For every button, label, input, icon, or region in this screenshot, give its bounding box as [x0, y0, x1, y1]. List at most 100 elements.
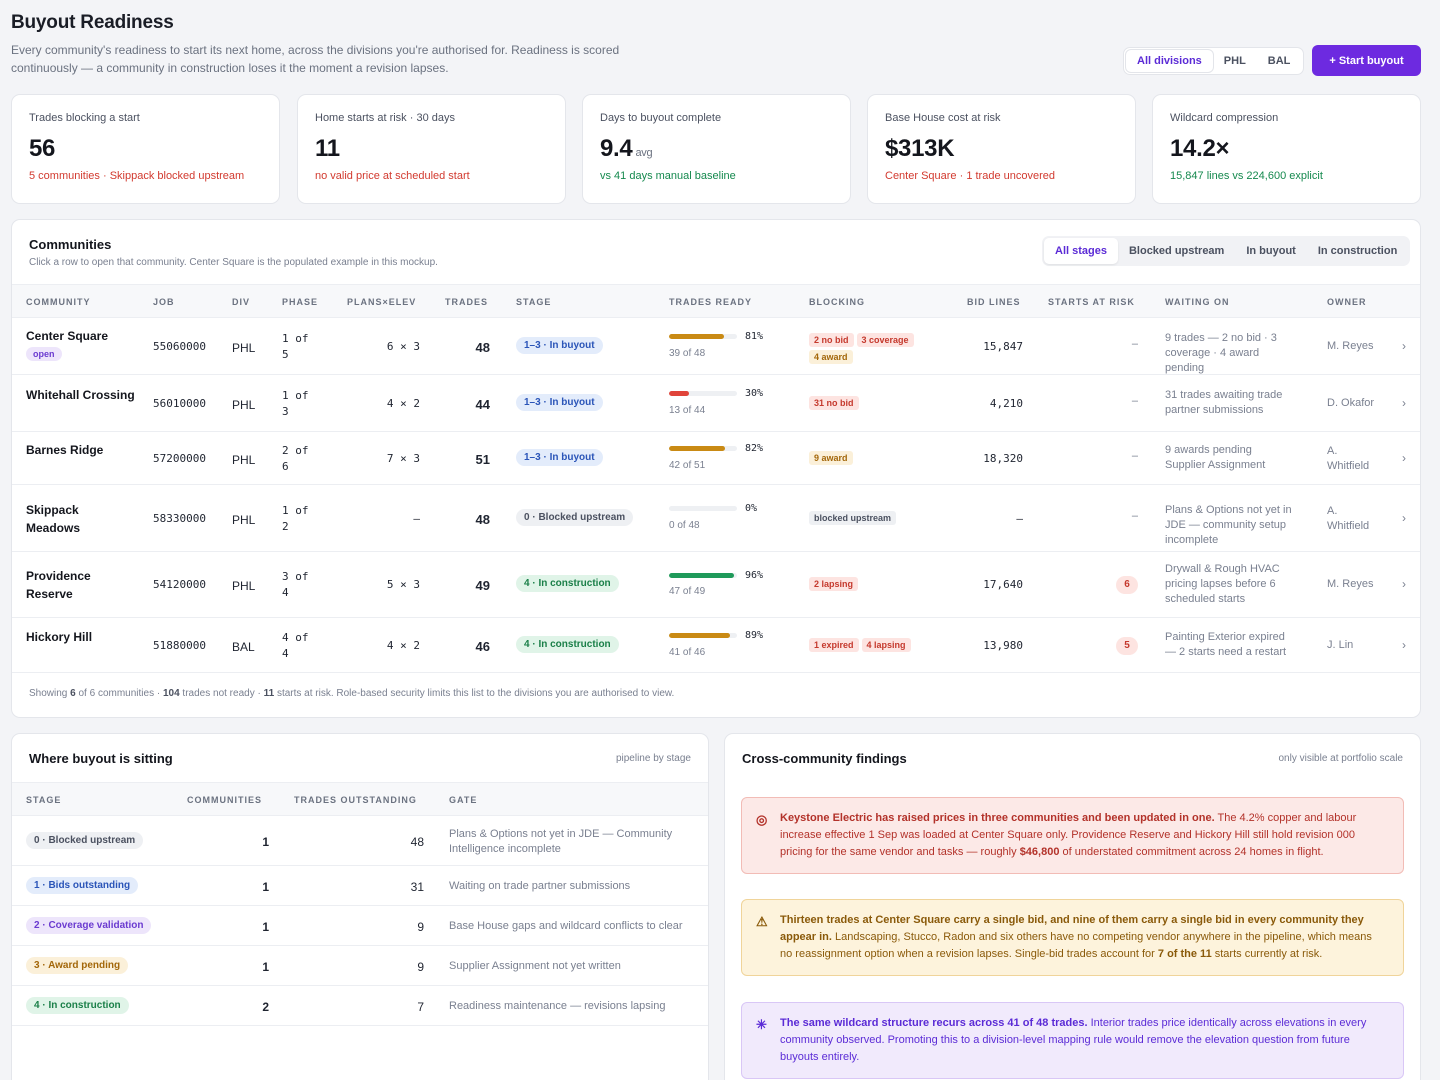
- finding-amber: ⚠ Thirteen trades at Center Square carry …: [741, 899, 1404, 976]
- trades-ready-cell: 0% 0 of 48: [669, 503, 779, 533]
- communities-subtitle: Click a row to open that community. Cent…: [29, 257, 438, 268]
- division-option-all-divisions[interactable]: All divisions: [1126, 50, 1213, 72]
- table-row[interactable]: Hickory Hill 51880000 BAL 4 of 4 4 × 2 46 4 · …: [12, 618, 1420, 673]
- table-row[interactable]: Whitehall Crossing 56010000 PHL 1 of 3 4 × 2…: [12, 375, 1420, 432]
- kpi-unit: avg: [635, 147, 653, 159]
- waiting-on: Plans & Options not yet in JDE — communi…: [1165, 503, 1292, 546]
- readiness-percent: 89%: [745, 630, 764, 642]
- starts-at-risk-cell: –: [1048, 338, 1138, 350]
- starts-at-risk: –: [1131, 509, 1138, 522]
- trades-count: 44: [475, 396, 490, 412]
- job-number: 55060000: [153, 339, 206, 353]
- table-row[interactable]: Barnes Ridge 57200000 PHL 2 of 6 7 × 3 51 1–3 …: [12, 432, 1420, 485]
- row-chevron-icon: ›: [1402, 577, 1406, 591]
- stage-cell: 3 · Award pending: [26, 957, 129, 974]
- pipeline-row[interactable]: 4 · In construction 2 7 Readiness maintenan…: [12, 986, 708, 1026]
- stage-cell: 2 · Coverage validation: [26, 917, 152, 934]
- pipeline-row[interactable]: 3 · Award pending 1 9 Supplier Assignment n…: [12, 946, 708, 986]
- stage-badge: 1 · Bids outstanding: [26, 877, 139, 894]
- gate-description: Waiting on trade partner submissions: [449, 880, 631, 892]
- blocking-tag: 2 no bid: [809, 332, 854, 347]
- stage-filter-in-construction[interactable]: In construction: [1317, 245, 1398, 257]
- readiness-count: 42 of 51: [669, 459, 706, 471]
- table-row[interactable]: Skippack Meadows 58330000 PHL 1 of 2 – 48 0 · …: [12, 485, 1420, 552]
- trades-count: 48: [475, 511, 490, 527]
- kpi-subtext: no valid price at scheduled start: [315, 170, 470, 182]
- starts-at-risk-badge: 5: [1116, 636, 1138, 655]
- stage-cell: 4 · In construction: [516, 635, 619, 653]
- pipeline-row[interactable]: 1 · Bids outstanding 1 31 Waiting on trade …: [12, 866, 708, 906]
- division: PHL: [232, 452, 256, 467]
- stage-badge: 4 · In construction: [516, 635, 619, 653]
- column-header: TRADES OUTSTANDING: [294, 795, 417, 805]
- bid-lines: 4,210: [989, 396, 1023, 410]
- communities-count: 1: [262, 960, 269, 974]
- bid-lines: 17,640: [983, 578, 1023, 591]
- community-cell: Center Square open: [26, 327, 136, 361]
- stage-cell: 1 · Bids outstanding: [26, 877, 139, 894]
- finding-headline: Keystone Electric has raised prices in t…: [780, 812, 1215, 824]
- finding-text: Landscaping, Stucco, Radon and six other…: [780, 931, 1372, 960]
- table-row[interactable]: Center Square open 55060000 PHL 1 of 5 6 × 3 4…: [12, 318, 1420, 375]
- column-header: BID LINES: [967, 297, 1021, 307]
- stage-filter-all-stages[interactable]: All stages: [1044, 238, 1118, 264]
- finding-purple: ✳ The same wildcard structure recurs acro…: [741, 1002, 1404, 1079]
- trades-outstanding: 48: [410, 835, 424, 849]
- communities-card: Communities Click a row to open that com…: [11, 219, 1421, 718]
- community-name: Whitehall Crossing: [26, 387, 135, 402]
- kpi-label: Wildcard compression: [1170, 112, 1279, 124]
- readiness-percent: 30%: [745, 388, 764, 400]
- starts-at-risk: –: [1131, 394, 1138, 407]
- community-name: Skippack Meadows: [26, 502, 81, 535]
- gate-description: Base House gaps and wildcard conflicts t…: [449, 920, 683, 932]
- pipeline-row[interactable]: 2 · Coverage validation 1 9 Base House gaps…: [12, 906, 708, 946]
- readiness-bar-fill: [669, 633, 730, 639]
- division-filter: All divisions PHL BAL: [1123, 47, 1305, 75]
- column-header: JOB: [153, 297, 175, 307]
- column-header: PHASE: [282, 297, 319, 307]
- readiness-count: 41 of 46: [669, 646, 706, 658]
- plans-elevations: –: [413, 511, 420, 525]
- stage-filter-in-buyout[interactable]: In buyout: [1246, 245, 1296, 257]
- owner: M. Reyes: [1327, 339, 1374, 352]
- page-description: Every community's readiness to start its…: [11, 43, 620, 75]
- finding-red: ◎ Keystone Electric has raised prices in …: [741, 797, 1404, 874]
- column-header: DIV: [232, 297, 251, 307]
- phase: 1 of 2: [282, 503, 309, 533]
- pipeline-row[interactable]: 0 · Blocked upstream 1 48 Plans & Options n…: [12, 816, 708, 866]
- start-buyout-button[interactable]: + Start buyout: [1312, 45, 1421, 76]
- job-number: 57200000: [153, 451, 206, 465]
- division-option-bal[interactable]: BAL: [1267, 55, 1291, 67]
- division: PHL: [232, 579, 256, 593]
- readiness-percent: 0%: [745, 503, 758, 515]
- stage-filter-blocked-upstream[interactable]: Blocked upstream: [1128, 245, 1225, 257]
- starts-at-risk: –: [1131, 449, 1138, 462]
- starts-at-risk-cell: –: [1048, 510, 1138, 522]
- blocking-cell: 2 no bid 3 coverage4 award: [809, 332, 939, 367]
- gate-description: Readiness maintenance — revisions lapsin…: [449, 1000, 666, 1012]
- starts-at-risk-badge: 6: [1116, 576, 1138, 594]
- trades-outstanding: 9: [417, 920, 424, 934]
- phase: 1 of 5: [282, 331, 309, 361]
- table-row[interactable]: Providence Reserve 54120000 PHL 3 of 4 5 × 3…: [12, 552, 1420, 618]
- phase: 1 of 3: [282, 388, 309, 418]
- pipeline-title: Where buyout is sitting: [29, 751, 173, 766]
- community-name: Center Square: [26, 329, 109, 343]
- job-number: 51880000: [153, 638, 206, 652]
- communities-count: 1: [262, 920, 269, 934]
- kpi-subtext: Center Square · 1 trade uncovered: [885, 170, 1055, 182]
- plans-elevations: 7 × 3: [386, 451, 420, 465]
- stage-badge: 4 · In construction: [26, 997, 129, 1014]
- kpi-subtext: vs 41 days manual baseline: [600, 170, 736, 182]
- stage-cell: 1–3 · In buyout: [516, 448, 603, 466]
- kpi-card: Trades blocking a start 56 5 communities ·…: [11, 94, 280, 204]
- kpi-number: 56: [29, 135, 56, 162]
- finding-text-end: of understated commitment across 24 home…: [1059, 846, 1324, 858]
- division-option-phl[interactable]: PHL: [1223, 55, 1246, 67]
- plans-elevations: 5 × 3: [386, 578, 420, 591]
- kpi-label: Trades blocking a start: [29, 112, 140, 124]
- blocking-tag: 4 lapsing: [861, 637, 911, 652]
- blocking-cell: 2 lapsing: [809, 577, 939, 594]
- row-chevron-icon: ›: [1402, 395, 1406, 410]
- trades-outstanding: 9: [417, 960, 424, 974]
